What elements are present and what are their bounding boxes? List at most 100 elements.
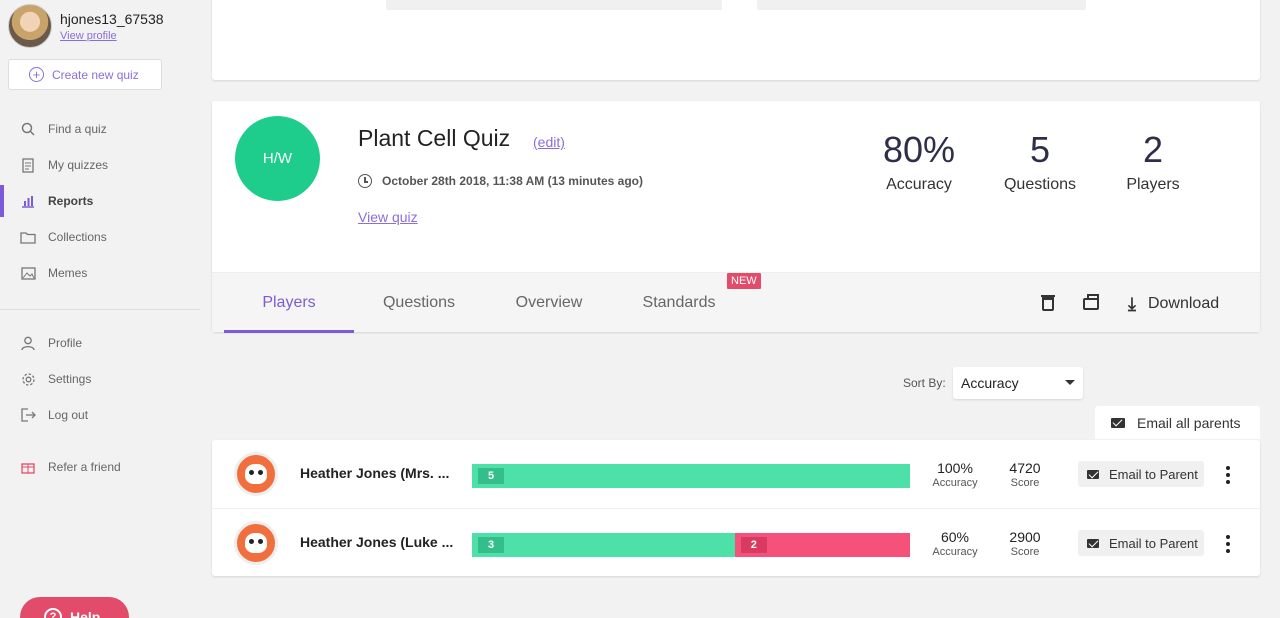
tab-overview[interactable]: Overview [515, 294, 583, 311]
sidebar-item-reports[interactable]: Reports [0, 185, 200, 217]
sidebar: hjones13_67538 View profile + Create new… [0, 0, 200, 618]
players-list: Heather Jones (Mrs. ... 5 100% Accuracy … [212, 440, 1260, 576]
stat-questions: 5 Questions [980, 128, 1100, 194]
correct-segment: 5 [472, 464, 910, 488]
answer-bar: 3 2 [472, 533, 910, 557]
player-name: Heather Jones (Mrs. ... [300, 465, 450, 481]
view-profile-link[interactable]: View profile [60, 29, 117, 42]
view-quiz-link[interactable]: View quiz [358, 209, 418, 225]
download-label: Download [1147, 295, 1220, 312]
email-parent-button[interactable]: Email to Parent [1078, 461, 1204, 487]
sidebar-item-label: Collections [48, 230, 107, 244]
stat-label: Accuracy [886, 176, 952, 193]
more-options-icon[interactable] [1224, 466, 1232, 484]
printer-icon [1083, 294, 1099, 310]
email-parent-label: Email to Parent [1109, 466, 1198, 482]
sidebar-item-collections[interactable]: Collections [0, 221, 200, 253]
create-quiz-button[interactable]: + Create new quiz [8, 59, 162, 90]
correct-count: 5 [478, 468, 504, 484]
download-button[interactable]: ⤓ Download [1128, 292, 1219, 316]
sort-select[interactable]: Accuracy [953, 367, 1083, 399]
placeholder-block [757, 0, 1086, 10]
sidebar-item-label: Reports [48, 194, 94, 208]
quiz-title: Plant Cell Quiz [358, 125, 511, 151]
delete-button[interactable] [1041, 292, 1055, 316]
edit-quiz-link[interactable]: (edit) [533, 134, 565, 150]
stat-players: 2 Players [1093, 128, 1213, 194]
quiz-date: October 28th 2018, 11:38 AM (13 minutes … [358, 174, 643, 188]
wrong-count: 2 [740, 537, 767, 553]
tab-players[interactable]: Players [224, 273, 354, 333]
player-row[interactable]: Heather Jones (Luke ... 3 2 60% Accuracy… [212, 508, 1260, 576]
print-button[interactable] [1083, 292, 1099, 316]
sidebar-item-my-quizzes[interactable]: My quizzes [0, 149, 200, 181]
player-avatar [234, 452, 278, 496]
player-score: 2900 Score [990, 529, 1060, 558]
plus-circle-icon: + [29, 67, 44, 82]
email-all-label: Email all parents [1137, 414, 1241, 431]
sidebar-item-logout[interactable]: Log out [0, 399, 200, 431]
report-tabs: Players Questions Overview Standards NEW… [212, 272, 1260, 333]
correct-segment: 3 [472, 533, 735, 557]
download-icon: ⤓ [1128, 293, 1136, 314]
stat-label: Players [1126, 176, 1180, 193]
tab-questions[interactable]: Questions [382, 294, 456, 311]
player-name: Heather Jones (Luke ... [300, 534, 454, 550]
document-icon [20, 157, 36, 173]
tab-standards[interactable]: Standards [642, 294, 716, 311]
accuracy-label: Accuracy [932, 546, 978, 558]
sidebar-item-label: Profile [48, 336, 83, 350]
accuracy-value: 100% [937, 460, 973, 476]
player-row[interactable]: Heather Jones (Mrs. ... 5 100% Accuracy … [212, 440, 1260, 508]
new-badge: NEW [727, 273, 761, 289]
sidebar-item-label: Find a quiz [48, 122, 107, 136]
email-all-parents-button[interactable]: Email all parents [1095, 406, 1260, 439]
email-parent-button[interactable]: Email to Parent [1078, 530, 1204, 556]
sort-value: Accuracy [961, 375, 1019, 391]
trash-icon [1041, 295, 1055, 311]
sidebar-item-profile[interactable]: Profile [0, 327, 200, 359]
help-label: Help [70, 609, 101, 618]
sidebar-item-label: Log out [48, 408, 89, 422]
sidebar-item-refer[interactable]: Refer a friend [0, 451, 200, 483]
sidebar-item-settings[interactable]: Settings [0, 363, 200, 395]
gear-icon [20, 371, 36, 387]
username: hjones13_67538 [60, 10, 164, 27]
player-score: 4720 Score [990, 460, 1060, 489]
stat-label: Questions [1003, 176, 1077, 193]
clock-icon [358, 174, 372, 188]
envelope-icon [1087, 469, 1099, 479]
chevron-down-icon [1065, 380, 1075, 385]
user-info: hjones13_67538 View profile [8, 4, 164, 48]
sidebar-item-label: Memes [48, 266, 88, 280]
stat-value: 80% [882, 129, 956, 170]
sidebar-item-find-quiz[interactable]: Find a quiz [0, 113, 200, 145]
create-quiz-label: Create new quiz [52, 67, 139, 82]
avatar[interactable] [8, 4, 52, 48]
correct-count: 3 [478, 537, 504, 553]
quiz-logo: H/W [235, 116, 320, 201]
quiz-date-text: October 28th 2018, 11:38 AM (13 minutes … [382, 174, 643, 188]
help-icon: ? [44, 608, 62, 618]
quiz-report-card: H/W Plant Cell Quiz (edit) October 28th … [212, 101, 1260, 333]
gift-icon [20, 459, 36, 475]
bar-chart-icon [20, 193, 36, 209]
monster-icon [245, 464, 267, 484]
sidebar-item-memes[interactable]: Memes [0, 257, 200, 289]
sidebar-item-label: Settings [48, 372, 92, 386]
sidebar-item-label: Refer a friend [48, 460, 121, 474]
stat-value: 5 [1029, 129, 1051, 170]
more-options-icon[interactable] [1224, 535, 1232, 553]
help-button[interactable]: ? Help [20, 597, 129, 618]
stat-value: 2 [1142, 129, 1164, 170]
accuracy-value: 60% [940, 529, 970, 545]
image-icon [20, 265, 36, 281]
score-label: Score [1010, 546, 1040, 558]
placeholder-block [386, 0, 722, 10]
monster-icon [245, 533, 267, 553]
wrong-segment: 2 [734, 533, 910, 557]
envelope-icon [1111, 417, 1125, 428]
previous-report-card [212, 0, 1260, 80]
sidebar-divider [0, 309, 200, 310]
score-value: 2900 [1009, 529, 1041, 545]
